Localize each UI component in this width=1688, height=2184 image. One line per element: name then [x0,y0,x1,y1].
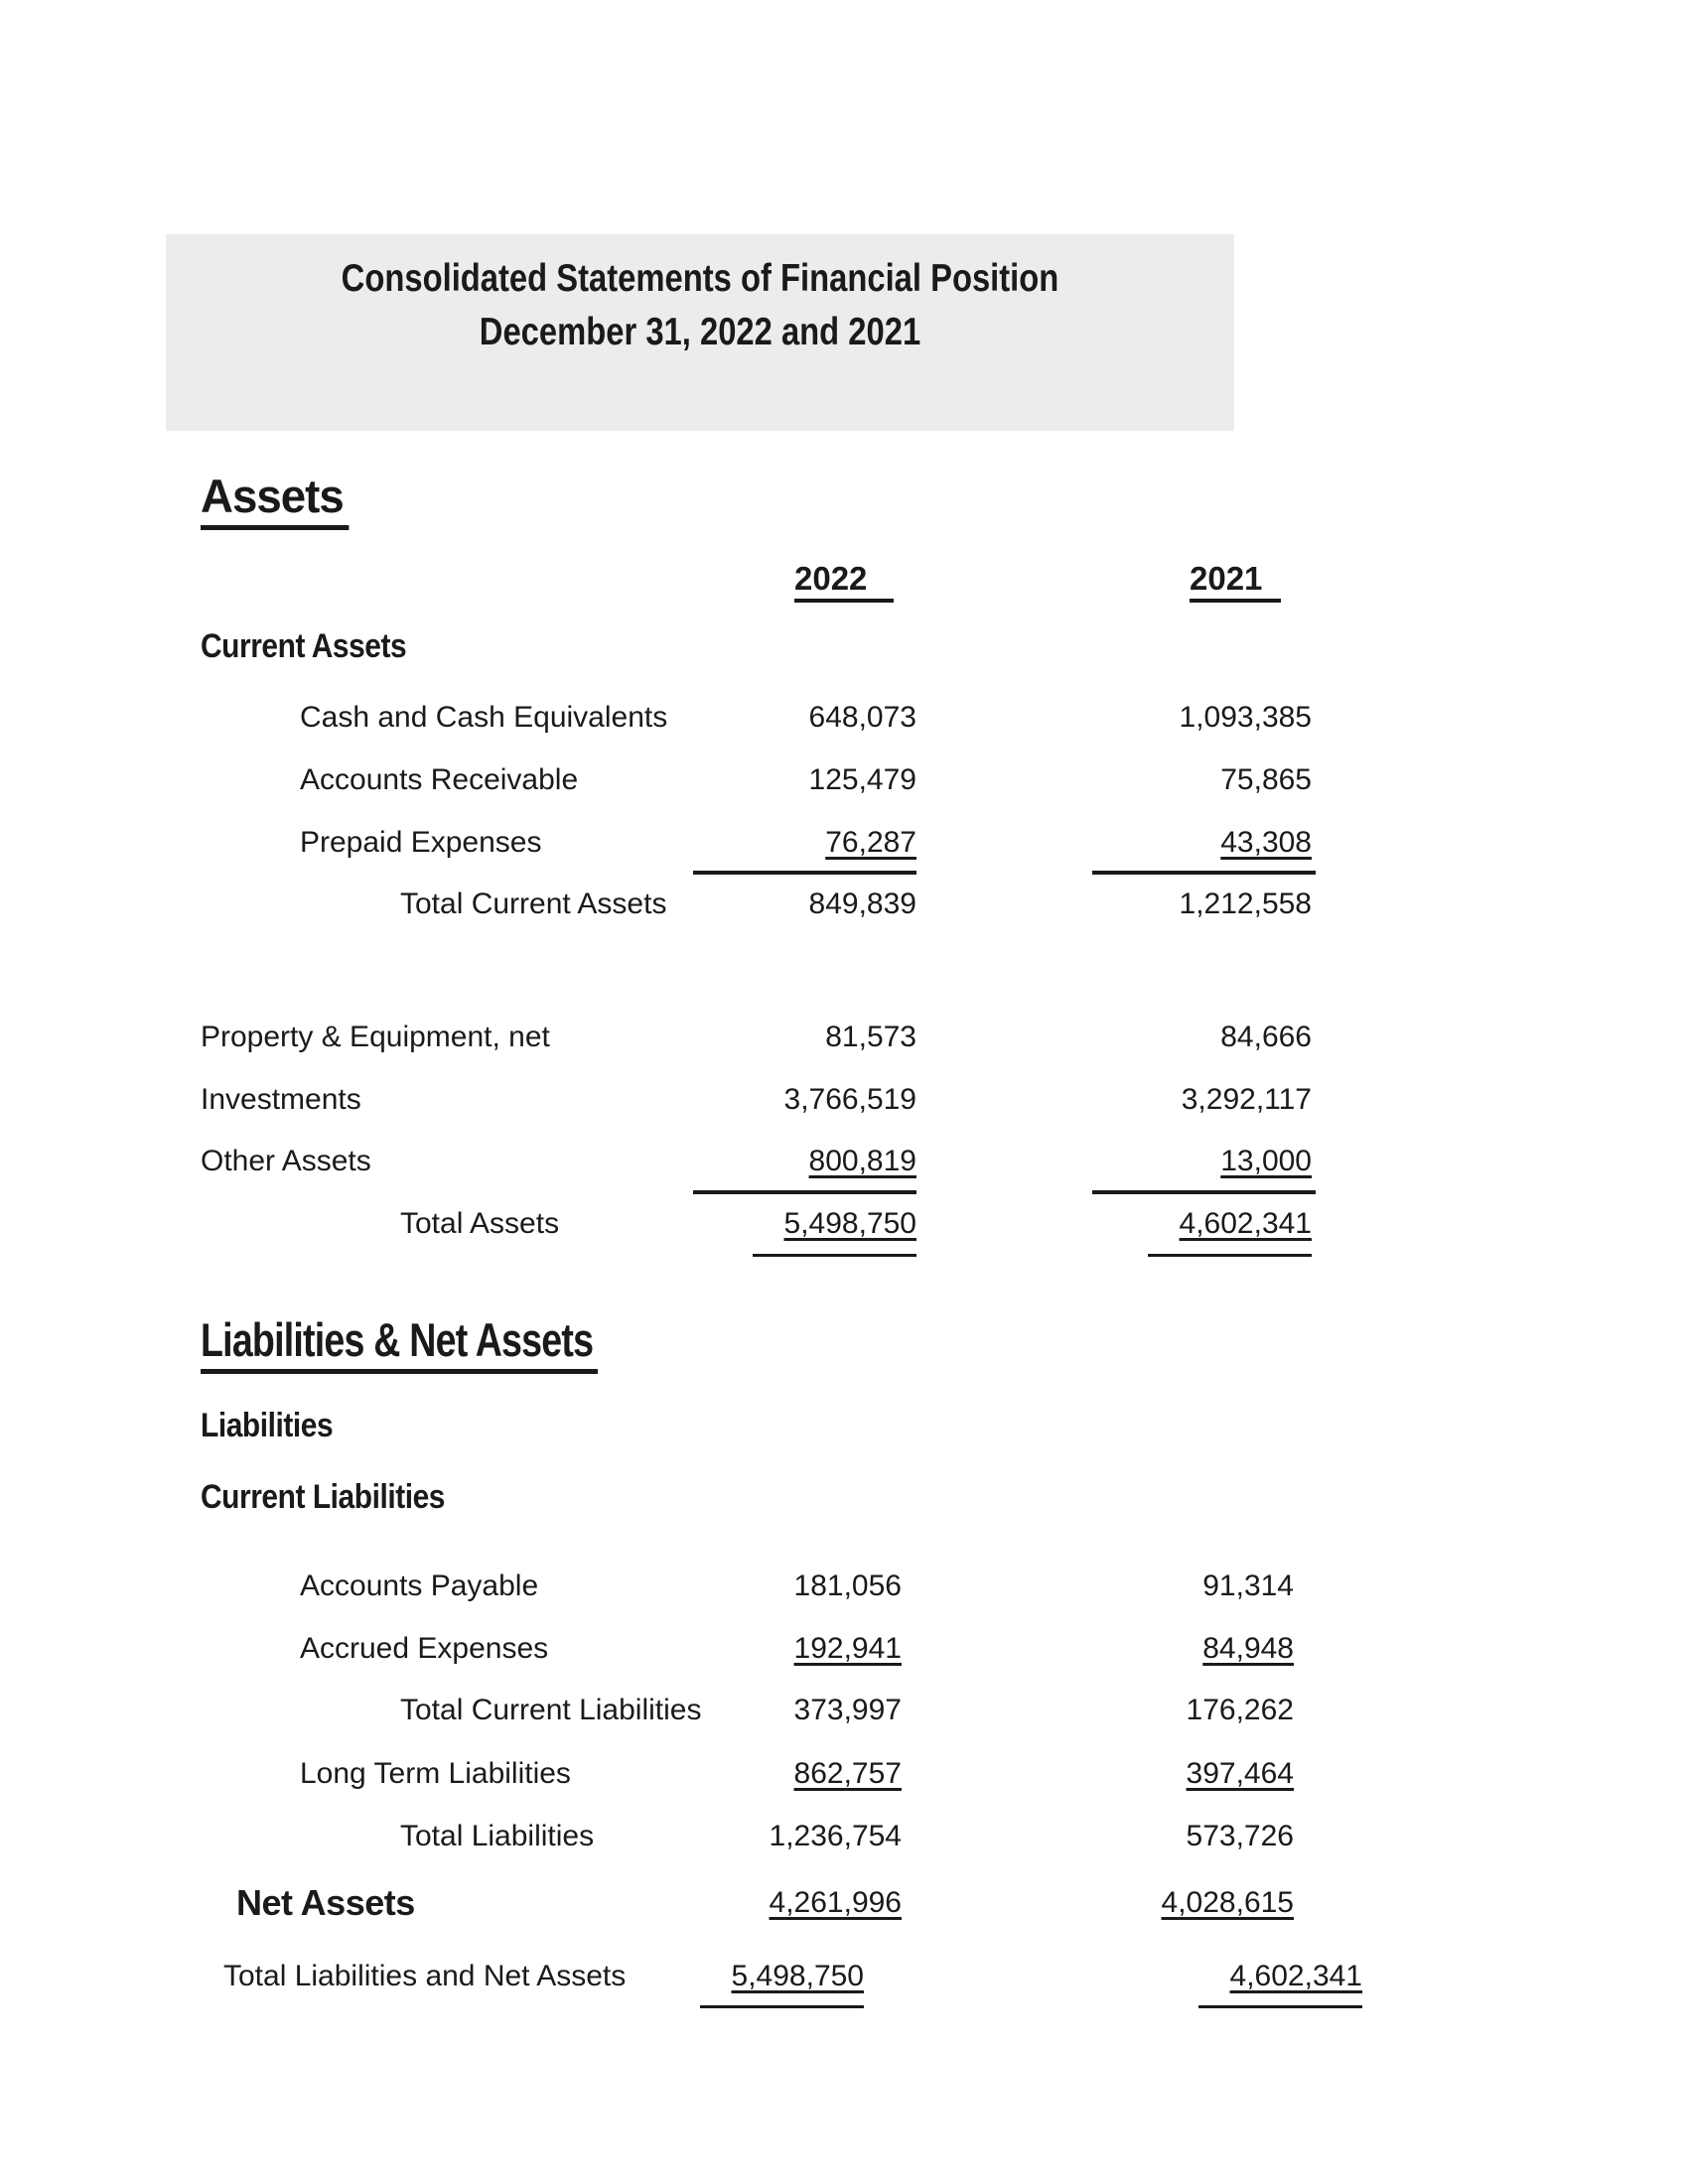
value-2021: 13,000 [1220,1145,1312,1177]
row-label: Total Current Assets [400,887,667,920]
table-row-long-term-liabilities: Long Term Liabilities 862,757 397,464 [0,1756,1688,1794]
row-label: Prepaid Expenses [300,826,542,859]
value-2021: 176,262 [1186,1694,1294,1726]
column-header-2021: 2021 [1190,562,1281,603]
subtotal-rule-2022 [693,1190,916,1194]
liabilities-section-heading: Liabilities & Net Assets [201,1316,599,1374]
table-row-total-current-liabilities: Total Current Liabilities 373,997 176,26… [0,1693,1688,1730]
row-label: Property & Equipment, net [201,1021,550,1053]
row-label: Total Current Liabilities [400,1694,702,1726]
table-row-net-assets: Net Assets 4,261,996 4,028,615 [0,1885,1688,1923]
value-2022: 192,941 [793,1632,902,1665]
title-block: Consolidated Statements of Financial Pos… [166,234,1234,431]
table-row-investments: Investments 3,766,519 3,292,117 [0,1082,1688,1120]
table-row-property-equipment-net: Property & Equipment, net 81,573 84,666 [0,1020,1688,1057]
row-label: Accrued Expenses [300,1632,549,1665]
value-2021: 397,464 [1186,1757,1294,1790]
current-liabilities-heading: Current Liabilities [201,1478,446,1516]
assets-section-heading: Assets [201,473,350,530]
table-row-accrued-expenses: Accrued Expenses 192,941 84,948 [0,1631,1688,1669]
value-2022: 373,997 [793,1694,902,1726]
value-2022: 3,766,519 [783,1083,916,1116]
row-label: Net Assets [236,1882,415,1923]
grand-total-double-rule-2022 [700,2005,864,2008]
value-2022: 5,498,750 [783,1207,916,1240]
row-label: Total Liabilities and Net Assets [223,1960,627,1992]
row-label: Accounts Receivable [300,763,579,796]
value-2022: 862,757 [793,1757,902,1790]
value-2022: 4,261,996 [769,1886,902,1919]
value-2021: 4,602,341 [1179,1207,1312,1240]
page-title-line2: December 31, 2022 and 2021 [479,311,921,353]
row-label: Cash and Cash Equivalents [300,701,668,734]
subtotal-rule-2021 [1092,871,1316,875]
total-double-rule-2021 [1148,1254,1312,1257]
row-label: Total Assets [400,1207,560,1240]
table-row-accounts-receivable: Accounts Receivable 125,479 75,865 [0,762,1688,800]
subtotal-rule-2021 [1092,1190,1316,1194]
liabilities-group-heading: Liabilities [201,1407,334,1444]
value-2022: 849,839 [808,887,916,920]
value-2021: 91,314 [1202,1570,1294,1602]
value-2021: 1,093,385 [1179,701,1312,734]
current-assets-heading: Current Assets [201,627,407,665]
table-row-total-liabilities: Total Liabilities 1,236,754 573,726 [0,1819,1688,1856]
table-row-total-current-assets: Total Current Assets 849,839 1,212,558 [0,887,1688,924]
value-2022: 5,498,750 [731,1960,864,1992]
value-2021: 4,602,341 [1229,1960,1362,1992]
value-2021: 84,948 [1202,1632,1294,1665]
value-2021: 84,666 [1220,1021,1312,1053]
value-2021: 1,212,558 [1179,887,1312,920]
value-2021: 4,028,615 [1161,1886,1294,1919]
total-double-rule-2022 [753,1254,916,1257]
table-row-other-assets: Other Assets 800,819 13,000 [0,1144,1688,1181]
row-label: Accounts Payable [300,1570,539,1602]
table-row-accounts-payable: Accounts Payable 181,056 91,314 [0,1569,1688,1606]
table-row-total-assets: Total Assets 5,498,750 4,602,341 [0,1206,1688,1244]
subtotal-rule-2022 [693,871,916,875]
value-2021: 573,726 [1186,1820,1294,1852]
value-2022: 800,819 [808,1145,916,1177]
row-label: Investments [201,1083,361,1116]
value-2022: 125,479 [808,763,916,796]
value-2022: 648,073 [808,701,916,734]
table-row-prepaid-expenses: Prepaid Expenses 76,287 43,308 [0,825,1688,863]
value-2021: 75,865 [1220,763,1312,796]
column-header-2022: 2022 [794,562,894,603]
value-2022: 81,573 [825,1021,916,1053]
page-title-line1: Consolidated Statements of Financial Pos… [341,257,1059,300]
table-row-total-liabilities-and-net-assets: Total Liabilities and Net Assets 5,498,7… [0,1959,1688,1996]
value-2022: 181,056 [793,1570,902,1602]
table-row-cash-and-cash-equivalents: Cash and Cash Equivalents 648,073 1,093,… [0,700,1688,738]
row-label: Other Assets [201,1145,371,1177]
value-2022: 76,287 [825,826,916,859]
value-2022: 1,236,754 [769,1820,902,1852]
value-2021: 43,308 [1220,826,1312,859]
row-label: Total Liabilities [400,1820,595,1852]
grand-total-double-rule-2021 [1198,2005,1362,2008]
row-label: Long Term Liabilities [300,1757,571,1790]
value-2021: 3,292,117 [1181,1083,1312,1116]
